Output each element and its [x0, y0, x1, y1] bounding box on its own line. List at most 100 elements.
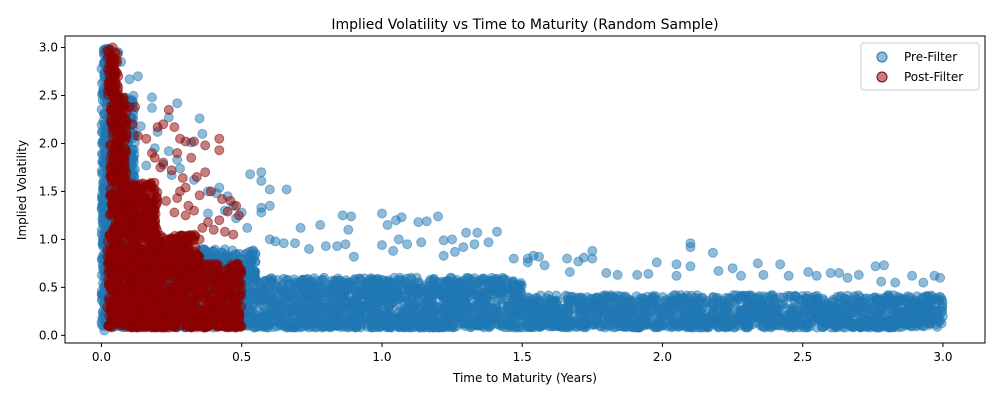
pre-filter-point	[392, 283, 403, 294]
pre-filter-point	[820, 316, 831, 327]
pre-filter-point	[880, 293, 891, 304]
pre-filter-point	[230, 249, 241, 260]
pre-filter-point	[496, 321, 507, 332]
pre-filter-point	[339, 288, 350, 299]
pre-filter-point	[862, 315, 873, 326]
pre-filter-point	[319, 272, 330, 283]
pre-filter-point	[857, 301, 868, 312]
pre-filter-point	[389, 272, 400, 283]
pre-filter-point	[805, 297, 816, 308]
pre-filter-point	[354, 273, 365, 284]
pre-filter-point	[409, 313, 420, 324]
pre-filter-point	[927, 291, 938, 302]
pre-filter-point	[770, 313, 781, 324]
pre-filter-point	[887, 322, 898, 333]
pre-filter-point	[356, 303, 367, 314]
pre-filter-point	[386, 322, 397, 333]
pre-filter-point	[467, 302, 478, 313]
pre-filter-point	[662, 303, 672, 314]
pre-filter-point	[460, 321, 471, 332]
pre-filter-point	[431, 320, 442, 331]
pre-filter-point	[758, 291, 769, 302]
pre-filter-point	[430, 285, 441, 296]
pre-filter-point	[697, 303, 708, 314]
pre-filter-point	[488, 308, 498, 319]
pre-filter-point	[343, 299, 354, 310]
pre-filter-point	[445, 272, 456, 283]
pre-filter-point	[356, 289, 367, 300]
pre-filter-point	[924, 318, 935, 328]
pre-filter-point	[300, 313, 311, 324]
pre-filter-point	[653, 310, 664, 321]
pre-filter-point	[587, 307, 598, 318]
pre-filter-point	[800, 306, 811, 317]
pre-filter-point	[439, 314, 450, 324]
pre-filter-point	[350, 322, 361, 333]
pre-filter-point	[531, 293, 542, 304]
pre-filter-point	[402, 304, 412, 315]
pre-filter-point	[461, 280, 472, 291]
pre-filter-point	[585, 294, 596, 305]
pre-filter-point	[459, 299, 470, 310]
pre-filter-point	[689, 309, 700, 320]
pre-filter-point	[298, 303, 309, 314]
pre-filter-point	[708, 292, 719, 302]
pre-filter-point	[476, 311, 487, 322]
pre-filter-point	[579, 317, 590, 328]
pre-filter-point	[635, 313, 646, 324]
pre-filter-point	[831, 322, 842, 333]
pre-filter-point	[508, 289, 519, 300]
pre-filter-point	[265, 277, 275, 288]
pre-filter-point	[622, 315, 633, 326]
pre-filter-point	[447, 320, 458, 331]
pre-filter-point	[375, 321, 386, 332]
pre-filter-point	[675, 298, 686, 309]
pre-filter-point	[898, 314, 909, 325]
pre-filter-point	[902, 291, 913, 302]
pre-filter-point	[326, 318, 337, 329]
pre-filter-point	[560, 320, 571, 331]
pre-filter-point	[296, 277, 306, 288]
pre-filter-point	[427, 309, 438, 320]
pre-filter-point	[782, 312, 793, 323]
pre-filter-point	[600, 291, 611, 302]
pre-filter-point	[317, 322, 327, 333]
pre-filter-point	[839, 302, 850, 312]
pre-filter-point	[250, 309, 261, 320]
pre-filter-point	[728, 311, 739, 322]
pre-filter-point	[792, 305, 803, 316]
pre-filter-point	[308, 317, 319, 328]
pre-filter-point	[795, 294, 805, 305]
pre-filter-point	[922, 307, 933, 318]
pre-filter-point	[801, 318, 812, 329]
pre-filter-point	[449, 289, 460, 300]
pre-filter-point	[756, 307, 767, 318]
pre-filter-point	[649, 295, 660, 306]
pre-filter-point	[600, 307, 611, 318]
pre-filter-point	[325, 301, 336, 312]
pre-filter-point	[872, 302, 883, 313]
pre-filter-point	[526, 322, 537, 333]
pre-filter-point	[487, 277, 498, 288]
pre-filter-point	[740, 304, 750, 314]
pre-filter-point	[335, 313, 346, 324]
pre-filter-point	[479, 273, 490, 284]
pre-filter-point	[425, 274, 436, 285]
pre-filter-point	[778, 299, 789, 310]
pre-filter-point	[218, 250, 228, 261]
pre-filter-point	[285, 279, 296, 290]
pre-filter-point	[817, 293, 828, 304]
pre-filter-point	[743, 290, 754, 301]
pre-filter-point	[919, 297, 930, 308]
pre-filter-point	[532, 302, 543, 312]
pre-filter-point	[721, 321, 731, 332]
pre-filter-point	[767, 301, 778, 312]
pre-filter-point	[360, 311, 371, 322]
pre-filter-point	[289, 306, 300, 317]
pre-filter-point	[767, 290, 778, 301]
pre-filter-point	[622, 298, 633, 309]
pre-filter-point	[510, 318, 521, 329]
pre-filter-point	[254, 288, 265, 298]
pre-filter-point	[865, 293, 876, 304]
